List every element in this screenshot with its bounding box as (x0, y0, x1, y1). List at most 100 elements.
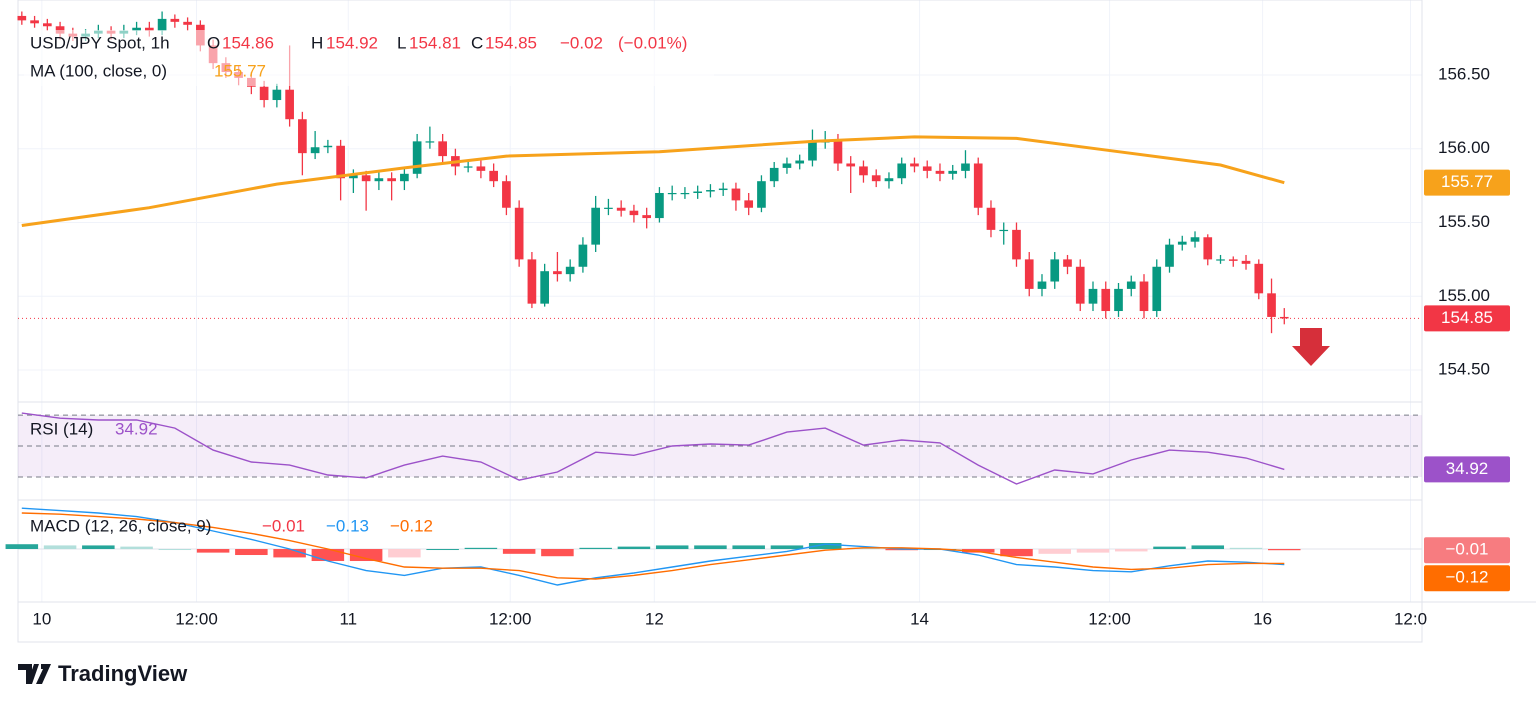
candle-body (1177, 241, 1187, 245)
candle-body (961, 163, 970, 171)
candle-body (489, 170, 498, 182)
candle-body (1050, 259, 1060, 282)
candle-body (731, 188, 741, 201)
candle-body (387, 178, 396, 182)
macd-line-value: −0.13 (326, 516, 369, 535)
candle-body (514, 207, 524, 260)
macd-legend: MACD (12, 26, close, 9) (30, 516, 211, 535)
macd-histogram-bar (120, 546, 153, 550)
x-tick-label: 12:00 (1088, 609, 1131, 628)
candle-body (1165, 244, 1174, 267)
candle-body (170, 18, 180, 22)
candle-body (1216, 259, 1225, 261)
candle-body (591, 207, 601, 245)
candle-body (999, 229, 1009, 232)
candle-body (680, 192, 690, 195)
candle-body (1037, 281, 1047, 289)
ma-price-box (1424, 169, 1510, 196)
rsi-axis-box (1424, 456, 1510, 483)
candle-body (1139, 281, 1149, 312)
candle-body (540, 271, 549, 304)
candle-body (502, 181, 511, 208)
x-tick-label: 12 (645, 609, 664, 628)
brand-name: TradingView (58, 661, 188, 686)
candle-body (412, 141, 422, 174)
x-tick-label: 10 (32, 609, 51, 628)
x-tick-label: 12:0 (1394, 609, 1427, 628)
candle-body (1024, 259, 1034, 289)
rsi-value: 34.92 (115, 419, 158, 438)
signal-axis-box (1424, 565, 1510, 592)
candle-body (425, 141, 435, 143)
y-tick-label: 155.00 (1438, 286, 1490, 305)
macd-histogram-bar (1114, 549, 1148, 552)
candle-body (298, 119, 307, 154)
candle-body (922, 166, 932, 171)
macd-line (21, 507, 1285, 586)
candle-body (833, 141, 843, 164)
candle-body (578, 244, 588, 267)
candle-body (527, 259, 537, 304)
candle-body (1228, 259, 1238, 261)
candle-body (476, 166, 486, 171)
macd-histogram-bar (426, 549, 459, 551)
macd-histogram-bar (464, 547, 498, 550)
candle-body (782, 163, 792, 168)
macd-histogram-bar (579, 547, 612, 550)
candle-body (17, 15, 27, 21)
ma-value: 155.77 (214, 61, 266, 80)
macd-histogram-bar (311, 549, 345, 562)
x-tick-label: 12:00 (489, 609, 532, 628)
down-arrow (1292, 328, 1330, 366)
candle-body (693, 191, 703, 193)
macd-histogram-bar (1000, 549, 1033, 557)
candle-body (1012, 229, 1021, 260)
macd-histogram-bar (617, 546, 651, 550)
candle-body (986, 207, 996, 230)
candle-body (323, 145, 333, 148)
ohlc-value: 154.85 (485, 33, 537, 52)
candle-body (349, 175, 358, 179)
price-axis: 10 12:00 11 12:00 12 14 12:00 16 12:0 154.50 155.0… (32, 64, 1510, 628)
candle-body (1267, 293, 1276, 317)
candle-body (310, 147, 320, 154)
candle-body (463, 166, 473, 168)
candle-body (1063, 259, 1072, 267)
macd-histogram-bar (388, 549, 421, 558)
ohlc-value: 154.92 (326, 33, 378, 52)
candle-body (1114, 288, 1123, 312)
macd-histogram-bar (43, 545, 77, 550)
candle-body (769, 167, 779, 182)
change: −0.02 (560, 33, 603, 52)
macd-histogram-bar (1038, 549, 1071, 554)
candle-body (884, 178, 894, 182)
candle-body (400, 173, 409, 182)
x-tick-label: 12:00 (175, 609, 218, 628)
candle-body (30, 20, 39, 24)
ohlc-value: 154.81 (409, 33, 461, 52)
legend-backdrop (24, 30, 714, 86)
moving-average (21, 135, 1285, 227)
candle-body (55, 26, 65, 34)
rsi-axis-label: 34.92 (1446, 459, 1489, 478)
candle-body (1203, 237, 1213, 260)
candle-body (655, 192, 664, 219)
y-tick-label: 156.00 (1438, 138, 1490, 157)
last-price-label: 154.85 (1441, 308, 1493, 327)
candle-body (1152, 266, 1162, 312)
candle-body (897, 163, 907, 179)
candle-body (132, 27, 141, 31)
macd-histogram-bar (1191, 545, 1225, 550)
candle-body (285, 89, 294, 120)
candle-body (667, 192, 677, 195)
candle-body (846, 163, 856, 167)
candle-body (604, 207, 613, 209)
signal-value: −0.12 (390, 516, 433, 535)
ma-legend: MA (100, close, 0) (30, 61, 167, 80)
candle-body (718, 188, 728, 191)
brand-logo: TradingView (18, 661, 188, 686)
candle-body (438, 141, 447, 157)
candle-body (871, 175, 881, 182)
candle-body (553, 271, 562, 275)
